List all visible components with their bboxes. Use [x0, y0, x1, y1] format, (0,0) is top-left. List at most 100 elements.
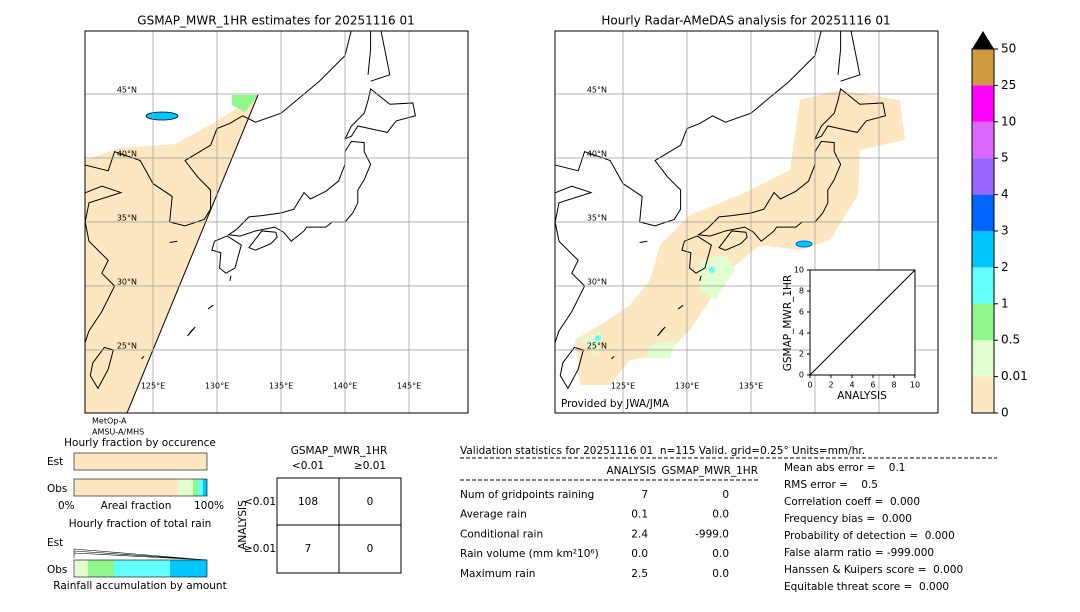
score: RMS error = 0.5 — [784, 479, 878, 491]
lon-label: 135°E — [269, 382, 293, 391]
colorbar-label: 10 — [1001, 114, 1016, 128]
score: Correlation coeff = 0.000 — [784, 496, 920, 508]
validation-stats: Validation statistics for 20251116 01 n=… — [460, 445, 997, 593]
lon-label: 125°E — [141, 382, 165, 391]
colorbar-label: 25 — [1001, 78, 1016, 92]
col-header: GSMAP_MWR_1HR — [662, 465, 758, 477]
cell: -999.0 — [695, 528, 729, 540]
colorbar-segment — [972, 340, 994, 377]
cell: 108 — [298, 496, 318, 508]
score: Frequency bias = 0.000 — [784, 513, 912, 525]
colorbar-segment — [972, 231, 994, 268]
lon-label: 140°E — [333, 382, 357, 391]
chart-title: Hourly fraction by occurence — [64, 437, 216, 449]
score: Hanssen & Kuipers score = 0.000 — [784, 564, 963, 576]
colorbar-label: 0.5 — [1001, 333, 1020, 347]
score: Equitable threat score = 0.000 — [784, 581, 949, 593]
cell: 0 — [722, 489, 729, 501]
credit: Provided by JWA/JMA — [561, 398, 670, 410]
lat-label: 35°N — [117, 214, 137, 223]
y-axis-label: GSMAP_MWR_1HR — [782, 275, 794, 371]
map-frame — [84, 30, 469, 414]
lat-label: 30°N — [117, 278, 137, 287]
score: Mean abs error = 0.1 — [784, 462, 905, 474]
axis-label: Areal fraction — [101, 500, 172, 512]
colorbar-label: 0 — [1001, 406, 1009, 420]
precip-area — [85, 95, 258, 413]
y-tick-label: 2 — [799, 350, 804, 359]
map-frame — [554, 30, 939, 414]
row-label: Num of gridpoints raining — [460, 489, 594, 501]
sensor-note: AMSU-A/MHS — [92, 428, 144, 437]
lon-label: 130°E — [205, 382, 229, 391]
precip-area — [232, 95, 258, 112]
diagonal — [809, 269, 916, 376]
fraction-charts: MetOp-A AMSU-A/MHS Hourly fraction by oc… — [47, 417, 227, 593]
row-axis: ANALYSIS — [237, 500, 249, 550]
colorbar-segment — [972, 49, 994, 86]
cell: 0 — [367, 496, 374, 508]
row-label: Maximum rain — [460, 568, 535, 580]
colorbar-label: 0.01 — [1001, 369, 1028, 383]
colorbar: 0 0.01 0.5 1 2 3 4 5 10 25 50 — [971, 31, 1028, 420]
axis-label: 100% — [194, 500, 224, 512]
x-tick-label: 2 — [828, 381, 833, 390]
y-tick-label: 0 — [799, 371, 804, 380]
score: Probability of detection = 0.000 — [784, 530, 955, 542]
cell: 0 — [367, 543, 374, 555]
cell: 0.0 — [631, 548, 648, 560]
lon-label: 130°E — [675, 382, 699, 391]
y-tick-label: 4 — [799, 329, 804, 338]
cell: 7 — [641, 489, 648, 501]
lat-label: 45°N — [117, 86, 137, 95]
colorbar-segment — [972, 85, 994, 122]
map-title: Hourly Radar-AMeDAS analysis for 2025111… — [601, 14, 890, 28]
x-axis-label: ANALYSIS — [837, 390, 887, 402]
colorbar-label: 5 — [1001, 151, 1009, 165]
score: False alarm ratio = -999.000 — [784, 547, 934, 559]
axis-label: Rainfall accumulation by amount — [53, 580, 226, 592]
right-map: Hourly Radar-AMeDAS analysis for 2025111… — [554, 14, 939, 414]
lat-label: 40°N — [117, 150, 137, 159]
lat-label: 25°N — [117, 342, 137, 351]
left-map: GSMAP_MWR_1HR estimates for 20251116 01 … — [84, 14, 469, 414]
colorbar-segment — [972, 194, 994, 231]
row-label: Obs — [47, 564, 67, 576]
y-tick-label: 6 — [799, 308, 804, 317]
row-label: Est — [47, 537, 63, 549]
x-tick-label: 4 — [849, 381, 854, 390]
row-label: Rain volume (mm km²10⁶) — [460, 548, 599, 560]
sensor-note: MetOp-A — [92, 417, 127, 426]
row-label: Obs — [47, 483, 67, 495]
lon-label: 145°E — [397, 382, 421, 391]
x-tick-label: 0 — [807, 381, 812, 390]
col-header: ANALYSIS — [606, 465, 656, 477]
cell: 0.0 — [712, 548, 729, 560]
col-header: ≥0.01 — [354, 460, 386, 472]
precip-area — [575, 90, 905, 385]
row-header: ≥0.01 — [244, 543, 276, 555]
colorbar-segment — [972, 121, 994, 159]
cell: 0.1 — [631, 509, 648, 521]
colorbar-segment — [972, 303, 994, 341]
row-label: Est — [47, 456, 63, 468]
cell: 0.0 — [712, 509, 729, 521]
col-header: <0.01 — [292, 460, 324, 472]
row-label: Average rain — [460, 509, 527, 521]
colorbar-segment — [972, 267, 994, 304]
colorbar-label: 1 — [1001, 296, 1009, 310]
lat-label: 45°N — [587, 86, 607, 95]
x-tick-label: 10 — [910, 381, 920, 390]
y-tick-label: 10 — [794, 266, 804, 275]
colorbar-label: 50 — [1001, 42, 1016, 56]
map-title: GSMAP_MWR_1HR estimates for 20251116 01 — [137, 14, 414, 28]
lat-label: 40°N — [587, 150, 607, 159]
colorbar-label: 4 — [1001, 187, 1009, 201]
colorbar-extend — [972, 31, 994, 49]
stats-header: Validation statistics for 20251116 01 n=… — [460, 445, 865, 457]
cell: 2.5 — [631, 568, 648, 580]
cell: 2.4 — [631, 528, 648, 540]
row-label: Conditional rain — [460, 528, 543, 540]
x-tick-label: 6 — [870, 381, 875, 390]
